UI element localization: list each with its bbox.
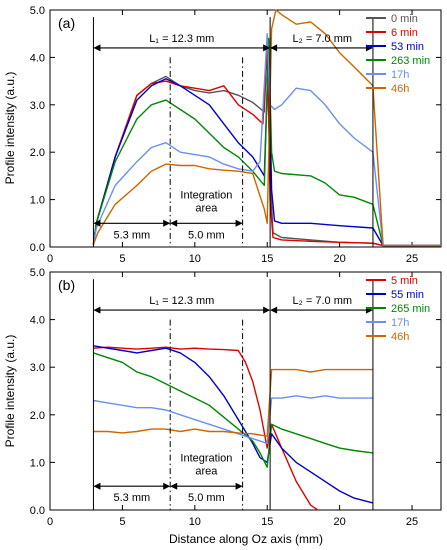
l2-arrow-head — [270, 306, 278, 314]
y-tick-label: 1.0 — [30, 195, 45, 207]
y-tick-label: 0.0 — [30, 505, 45, 517]
x-tick-label: 20 — [334, 253, 346, 265]
x-tick-label: 0 — [47, 253, 53, 265]
y-tick-label: 4.0 — [30, 52, 45, 64]
y-tick-label: 4.0 — [30, 315, 45, 327]
y-tick-label: 1.0 — [30, 457, 45, 469]
d1-arrow-head — [93, 219, 101, 227]
l1-arrow-head — [263, 44, 271, 52]
y-axis-label-b: Profile intensity (a.u.) — [3, 335, 17, 448]
series-line — [93, 395, 373, 445]
integration-label-line2: area — [195, 465, 218, 477]
l2-label: L₂ = 7.0 mm — [292, 33, 352, 45]
integration-label-line2: area — [195, 203, 218, 215]
series-line — [92, 42, 441, 247]
d2-label: 5.0 mm — [188, 229, 225, 241]
plot-frame — [49, 271, 442, 511]
series-line — [92, 37, 441, 247]
series-line — [93, 346, 319, 511]
x-tick-label: 15 — [261, 253, 273, 265]
l1-arrow-head — [93, 306, 101, 314]
d1-arrow-head — [163, 482, 171, 490]
d2-label: 5.0 mm — [188, 492, 225, 504]
legend-label: 46h — [391, 83, 409, 95]
d2-arrow-head — [235, 219, 243, 227]
integration-label-line1: Integration — [180, 452, 232, 464]
y-tick-label: 0.0 — [30, 242, 45, 254]
plot-frame — [49, 9, 442, 248]
x-tick-label: 10 — [189, 516, 201, 528]
legend-label: 46h — [391, 331, 409, 343]
x-tick-label: 25 — [406, 516, 418, 528]
x-tick-label: 0 — [47, 516, 53, 528]
x-tick-label: 15 — [261, 516, 273, 528]
x-tick-label: 5 — [119, 253, 125, 265]
series-line — [93, 368, 373, 437]
y-tick-label: 2.0 — [30, 147, 45, 159]
x-tick-label: 5 — [119, 516, 125, 528]
l2-label: L₂ = 7.0 mm — [292, 295, 352, 307]
series-line — [93, 352, 373, 468]
legend-label: 55 min — [391, 289, 424, 301]
panel-a: 0 5 10 15 20 25 0.0 1.0 2.0 3.0 4.0 5.0 L₁ = 12.3 mm… — [30, 5, 442, 265]
y-tick-label: 2.0 — [30, 410, 45, 422]
legend-label: 263 min — [391, 55, 430, 67]
y-tick-label: 5.0 — [30, 5, 45, 17]
d2-arrow-head — [170, 219, 178, 227]
legend-label: 53 min — [391, 41, 424, 53]
l1-label: L₁ = 12.3 mm — [149, 33, 214, 45]
series-line — [92, 33, 441, 247]
y-tick-label: 3.0 — [30, 100, 45, 112]
l1-arrow-head — [93, 44, 101, 52]
x-tick-label: 20 — [334, 516, 346, 528]
integration-label-line1: Integration — [180, 190, 232, 202]
series-line — [93, 345, 374, 504]
legend-label: 265 min — [391, 303, 430, 315]
l2-arrow-head — [270, 44, 278, 52]
legend-label: 17h — [391, 317, 409, 329]
d1-arrow-head — [163, 219, 171, 227]
panel-b: 0 5 10 15 20 25 0.0 1.0 2.0 3.0 4.0 5.0 L₁ = 12.3 mm… — [30, 267, 442, 528]
d1-label: 5.3 mm — [113, 229, 150, 241]
legend-label: 6 min — [391, 27, 418, 39]
x-tick-label: 25 — [406, 253, 418, 265]
x-tick-label: 10 — [189, 253, 201, 265]
legend-label: 0 min — [391, 13, 418, 25]
l1-arrow-head — [263, 306, 271, 314]
panel-label: (a) — [58, 15, 75, 31]
l1-label: L₁ = 12.3 mm — [149, 295, 214, 307]
legend-label: 5 min — [391, 275, 418, 287]
y-axis-label-a: Profile intensity (a.u.) — [3, 72, 17, 185]
series-line — [92, 37, 441, 247]
d1-arrow-head — [93, 482, 101, 490]
d1-label: 5.3 mm — [113, 492, 150, 504]
panel-label: (b) — [58, 277, 75, 293]
x-axis-label: Distance along Oz axis (mm) — [169, 532, 323, 546]
legend-label: 17h — [391, 69, 409, 81]
d2-arrow-head — [170, 482, 178, 490]
y-tick-label: 3.0 — [30, 362, 45, 374]
series-line — [92, 9, 441, 247]
d2-arrow-head — [235, 482, 243, 490]
y-tick-label: 5.0 — [30, 267, 45, 279]
